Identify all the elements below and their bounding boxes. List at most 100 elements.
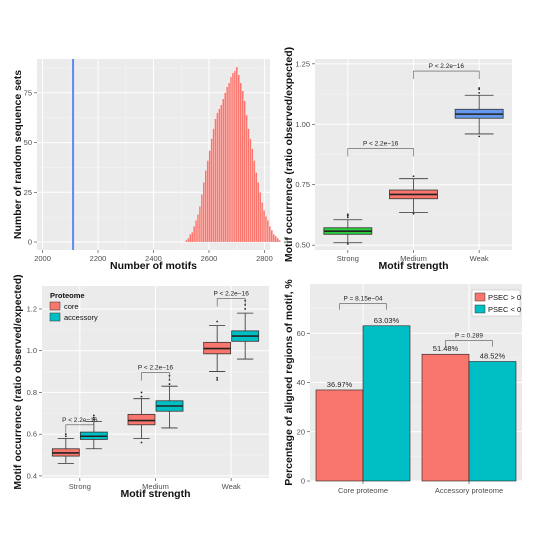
histogram-bar: [222, 98, 225, 243]
x-tick-label: 2600: [201, 254, 218, 263]
x-tick-label: Weak: [222, 482, 241, 491]
histogram-bar: [196, 214, 200, 243]
histogram-bar: [214, 118, 217, 243]
histogram-bar: [247, 128, 250, 243]
y-tick-label: 20: [297, 427, 305, 436]
x-tick-label: Core proteome: [338, 486, 388, 495]
bar: [468, 361, 517, 482]
y-tick-label: 0: [28, 238, 32, 247]
histogram-bar: [251, 148, 254, 243]
outlier-point: [346, 213, 349, 216]
x-tick-label: Weak: [470, 254, 489, 263]
significance-bracket: [413, 70, 480, 80]
outlier-point: [64, 433, 67, 436]
histogram-bar: [259, 192, 262, 243]
significance-bracket: [347, 148, 414, 157]
histogram-bar: [253, 160, 256, 243]
histogram-bar: [268, 225, 271, 243]
y-tick-label: 0.6: [27, 430, 37, 439]
histogram-bar: [274, 235, 277, 243]
histogram-bar: [260, 202, 264, 243]
histogram-bar: [229, 76, 233, 243]
bar-value-label: 36.97%: [327, 380, 353, 389]
x-tick-label: Medium: [400, 254, 427, 263]
histogram-bar: [270, 229, 273, 243]
outlier-point: [168, 383, 171, 385]
panel-d-bar-chart: 36.97% 63.03% 51.48% 48.52% P = 8.15e−04 P = …: [283, 279, 522, 495]
legend-label-accessory: accessory: [64, 313, 98, 322]
histogram-bar: [243, 100, 246, 243]
y-tick-label: 0.50: [295, 241, 310, 250]
outlier-point: [412, 175, 415, 178]
histogram-bar: [249, 138, 252, 243]
x-tick-label: Accessory proteome: [435, 486, 503, 495]
outlier-point: [140, 391, 143, 394]
outlier-point: [92, 416, 95, 419]
histogram-bar: [231, 72, 235, 243]
histogram-bar: [262, 210, 266, 243]
outlier-point: [216, 379, 219, 381]
histogram-bar: [266, 220, 270, 243]
legend-label-psec-negative: PSEC < 0: [488, 305, 521, 314]
histogram-bar: [187, 237, 190, 243]
outlier-point: [346, 243, 349, 245]
y-axis-title: Percentage of aligned regions of motif, …: [283, 279, 295, 486]
histogram-bar: [233, 70, 237, 243]
outlier-point: [346, 214, 349, 217]
outlier-point: [478, 135, 481, 138]
outlier-point: [216, 376, 219, 379]
p-value-label: P < 2.2e−16: [363, 140, 399, 147]
p-value-label: P = 0.289: [455, 333, 483, 340]
legend-label-core: core: [64, 302, 79, 311]
y-tick-label: 1.25: [295, 59, 310, 68]
outlier-point: [346, 216, 349, 219]
outlier-point: [478, 87, 481, 89]
histogram-bar: [276, 237, 279, 243]
histogram-bar: [193, 225, 196, 243]
outlier-point: [64, 435, 67, 438]
x-tick-label: Strong: [69, 482, 91, 491]
y-axis-title: Motif occurrence (ratio observed/expecte…: [283, 47, 295, 262]
histogram-bar: [220, 104, 223, 243]
histogram-bar: [241, 90, 244, 243]
histogram-bar: [272, 233, 275, 243]
legend-swatch-accessory: [49, 312, 61, 322]
histogram-bar: [224, 92, 227, 243]
histogram-bar: [257, 182, 260, 243]
y-tick-label: 50: [24, 138, 32, 147]
y-tick-label: 75: [24, 88, 32, 97]
panel-a-histogram: 0 25 50 75 2000 2200 2400 2600 2800 Number of mot…: [12, 59, 281, 272]
p-value-label: P = 8.15e−04: [344, 296, 383, 303]
histogram-bar: [255, 172, 258, 243]
histogram-bar: [212, 128, 215, 243]
y-axis-title: Number of random sequence sets: [12, 70, 24, 239]
significance-bracket: [445, 340, 493, 347]
p-value-label: P < 2.2e−16: [62, 417, 98, 424]
outlier-point: [92, 414, 95, 417]
histogram-bar: [208, 150, 211, 243]
histogram-bar: [245, 114, 248, 243]
legend-swatch-psec-negative: [474, 304, 486, 314]
histogram-bar: [210, 138, 213, 243]
histogram-bar: [264, 216, 268, 243]
outlier-point: [478, 91, 481, 94]
x-tick-label: 2200: [90, 254, 107, 263]
y-tick-label: 1.2: [27, 304, 37, 313]
y-tick-label: 0.75: [295, 180, 310, 189]
bar: [362, 325, 411, 482]
x-tick-label: Strong: [337, 254, 359, 263]
histogram-bar: [198, 206, 202, 243]
histogram-bar: [204, 170, 207, 243]
outlier-point: [92, 418, 95, 421]
p-value-label: P < 2.2e−16: [429, 63, 465, 70]
bar-value-label: 51.48%: [433, 344, 459, 353]
y-tick-label: 60: [297, 329, 305, 338]
x-tick-label: 2400: [145, 254, 162, 263]
histogram-bar: [226, 86, 229, 243]
x-tick-label: 2000: [34, 254, 51, 263]
significance-bracket: [339, 303, 387, 310]
bar: [421, 353, 470, 482]
histogram-bar: [235, 66, 238, 243]
y-axis-title: Motif occurrence (ratio observed/expecte…: [12, 274, 24, 489]
